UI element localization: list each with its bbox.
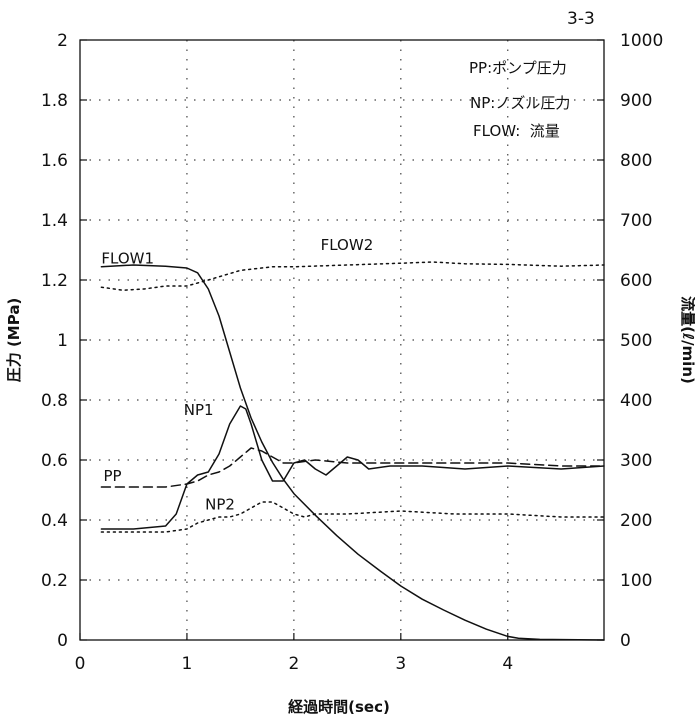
right-tick-label: 900 xyxy=(620,91,652,111)
x-tick-label: 1 xyxy=(182,654,193,674)
series-line-flow2 xyxy=(100,261,605,291)
x-tick-label: 2 xyxy=(288,654,299,674)
page-label: 3-3 xyxy=(567,9,595,29)
left-tick-label: 0 xyxy=(57,631,68,651)
legend-line-pp: PP:ポンプ圧力 xyxy=(469,59,567,77)
x-tick-label: 0 xyxy=(75,654,86,674)
right-tick-label: 0 xyxy=(620,631,631,651)
left-axis-ticks: 0 0.2 0.4 0.6 0.8 1 1.2 1.4 1.6 1.8 2 xyxy=(41,31,87,651)
series-line-np2 xyxy=(100,501,605,533)
left-tick-label: 0.6 xyxy=(41,451,68,471)
left-tick-label: 0.4 xyxy=(41,511,68,531)
right-axis-ticks: 0 100 200 300 400 500 600 700 800 900 1000 xyxy=(597,31,663,651)
annotation-np1: NP1 xyxy=(184,401,214,419)
right-tick-label: 300 xyxy=(620,451,652,471)
right-tick-label: 1000 xyxy=(620,31,663,51)
right-tick-label: 500 xyxy=(620,331,652,351)
annotation-flow2: FLOW2 xyxy=(321,236,374,254)
x-tick-label: 4 xyxy=(502,654,513,674)
left-tick-label: 1.6 xyxy=(41,151,68,171)
left-tick-label: 1 xyxy=(57,331,68,351)
annotation-np2: NP2 xyxy=(205,496,235,514)
annotation-pp: PP xyxy=(104,467,122,485)
left-tick-label: 0.8 xyxy=(41,391,68,411)
right-tick-label: 700 xyxy=(620,211,652,231)
right-tick-label: 600 xyxy=(620,271,652,291)
x-tick-label: 3 xyxy=(395,654,406,674)
right-tick-label: 200 xyxy=(620,511,652,531)
legend: PP:ポンプ圧力 NP:ノズル圧力 FLOW: 流量 xyxy=(469,59,570,140)
series-line-pp xyxy=(100,447,605,488)
right-tick-label: 100 xyxy=(620,571,652,591)
right-tick-label: 800 xyxy=(620,151,652,171)
series-line-np1 xyxy=(100,405,605,530)
left-tick-label: 1.2 xyxy=(41,271,68,291)
x-axis-label: 経過時間(sec) xyxy=(288,698,390,716)
left-tick-label: 1.8 xyxy=(41,91,68,111)
series-lines xyxy=(100,261,605,641)
left-tick-label: 1.4 xyxy=(41,211,68,231)
left-tick-label: 0.2 xyxy=(41,571,68,591)
series-annotations: FLOW1 FLOW2 NP1 PP NP2 xyxy=(101,236,373,514)
left-axis-label: 圧力 (MPa) xyxy=(5,298,23,383)
left-tick-label: 2 xyxy=(57,31,68,51)
right-axis-label: 流量(ℓ/min) xyxy=(679,296,695,384)
legend-line-flow: FLOW: 流量 xyxy=(473,122,560,140)
x-axis-ticks: 0 1 2 3 4 xyxy=(75,633,513,674)
annotation-flow1: FLOW1 xyxy=(101,250,154,268)
series-line-flow1 xyxy=(100,264,605,641)
legend-line-np: NP:ノズル圧力 xyxy=(470,94,570,112)
right-tick-label: 400 xyxy=(620,391,652,411)
